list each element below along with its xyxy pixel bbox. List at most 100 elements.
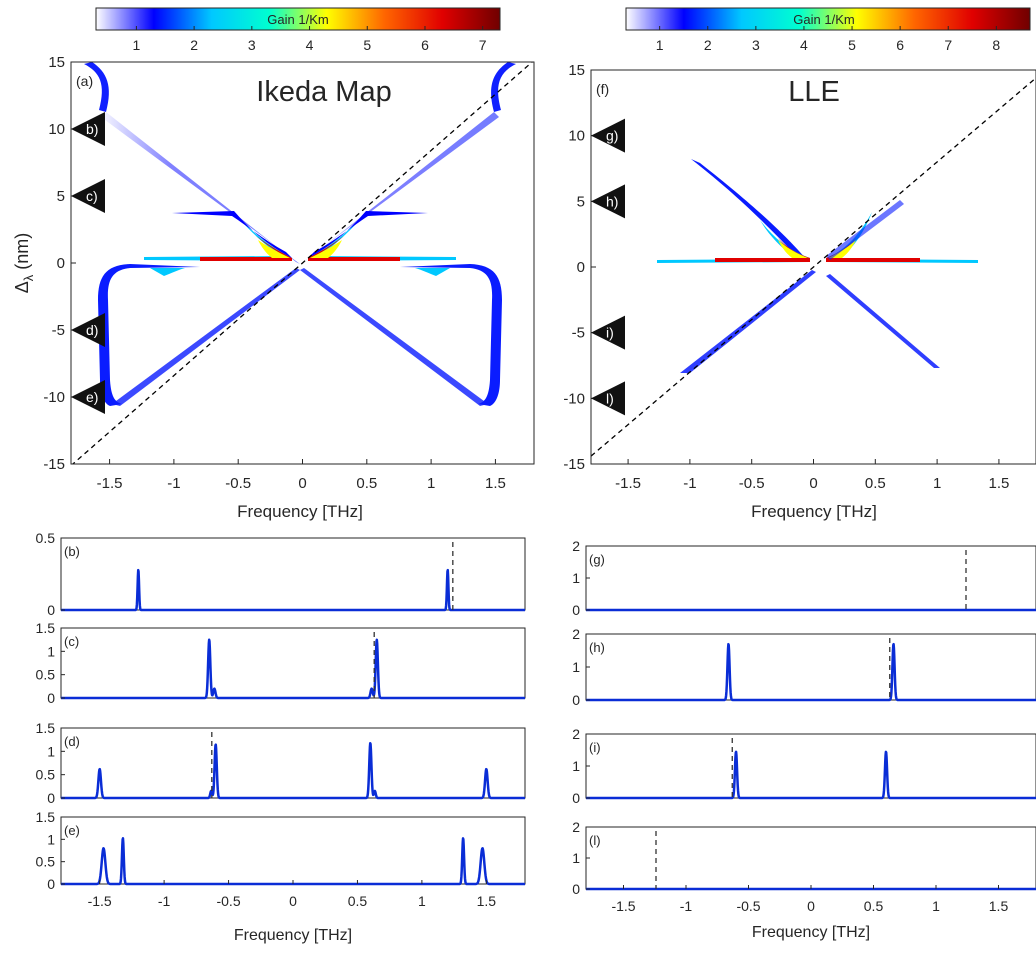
y-tick-label: 0	[577, 259, 585, 276]
x-tick-label: 0	[298, 475, 306, 492]
gain-lobe-right-inner	[308, 236, 400, 261]
heatmap-panel-f: -1.5 -1 -0.5 0 0.5 1 1.5 -15 -10 -5 0 5 10 15 g) h) i) l…	[563, 62, 1036, 521]
chart-title-f: LLE	[788, 76, 840, 108]
x-tick-label: -1.5	[88, 893, 112, 909]
colorbar-tick-label: 8	[992, 37, 1000, 53]
colorbar-right-ticks: 1 2 3 4 5 6 7 8	[656, 26, 1000, 53]
y-tick-label: 2	[572, 538, 580, 554]
y-tick-label: 0	[572, 790, 580, 806]
gain-wing-lower-left	[98, 264, 200, 406]
x-tick-label: -1.5	[97, 475, 123, 492]
x-tick-label: 1	[418, 893, 426, 909]
y-tick-label: 10	[48, 121, 65, 138]
y-tick-label: 0	[47, 602, 55, 618]
x-tick-label: 0.5	[865, 475, 886, 492]
marker-triangle	[591, 118, 625, 153]
x-tick-label: 0.5	[864, 898, 884, 914]
colorbar-tick-label: 5	[848, 37, 856, 53]
spectrum-line	[585, 750, 1036, 800]
marker-triangle	[591, 381, 625, 416]
spectrum-line	[585, 642, 1036, 702]
y-tick-label: 0	[572, 881, 580, 897]
gain-lobe-right-core-f	[828, 240, 856, 258]
gain-lobe-right-core	[310, 240, 342, 258]
spectrum-axes-box	[585, 826, 1036, 890]
x-tick-label: -1	[158, 893, 171, 909]
spectrum-line	[60, 741, 526, 800]
panel-label: (b)	[64, 544, 80, 559]
y-tick-label: -15	[563, 456, 585, 473]
marker-label: i)	[606, 325, 614, 341]
panel-label-a: (a)	[76, 73, 93, 89]
colorbar-left: Gain 1/Km 1 2 3 4 5 6 7	[95, 7, 501, 53]
gain-lobe-lower-left	[150, 268, 185, 276]
spectrum-panel-g: 0 1 2 (g)	[572, 538, 1036, 618]
y-tick-label: 1	[572, 850, 580, 866]
colorbar-tick-label: 6	[421, 37, 429, 53]
colorbar-tick-label: 2	[190, 37, 198, 53]
panel-label: (h)	[589, 640, 605, 655]
x-axis-label: Frequency [THz]	[752, 924, 870, 941]
x-tick-label: -1.5	[615, 475, 641, 492]
y-tick-label: 1.5	[36, 720, 56, 736]
y-tick-label: 0	[47, 690, 55, 706]
y-tick-label: 5	[577, 193, 585, 210]
colorbar-tick-label: 3	[752, 37, 760, 53]
gain-diag-lower-left	[112, 268, 300, 406]
x-tick-label: -0.5	[736, 898, 760, 914]
spectrum-panel-d: 0 0.5 1 1.5 (d)	[36, 720, 526, 806]
x-axis-label-a: Frequency [THz]	[237, 502, 363, 521]
marker-label: d)	[86, 322, 98, 338]
marker-label: c)	[86, 188, 98, 204]
spectrum-panel-e: 0 0.5 1 1.5 (e) -1.5 -1 -0.5 0 0.5 1 1.5 Frequency […	[36, 809, 526, 944]
chart-title-a: Ikeda Map	[256, 76, 391, 108]
spectrum-line	[60, 638, 526, 700]
gain-diag-upper-left-f	[691, 159, 806, 259]
panel-label: (g)	[589, 552, 605, 567]
x-tick-label: -1.5	[611, 898, 635, 914]
spectrum-axes-box	[585, 633, 1036, 701]
gain-lobe-lower-right	[415, 268, 450, 276]
marker-triangle	[71, 380, 105, 414]
x-tick-label: 0	[809, 475, 817, 492]
gain-wing-upper-right	[491, 62, 516, 112]
colorbar-tick-label: 6	[896, 37, 904, 53]
y-tick-label: 15	[568, 62, 585, 79]
colorbar-right-gradient	[625, 7, 1031, 31]
spectrum-line	[60, 568, 526, 612]
dashed-line-a	[71, 62, 534, 464]
y-axis-label-a: Δλ (nm)	[12, 233, 36, 294]
x-tick-label: 1.5	[485, 475, 506, 492]
marker-label: b)	[86, 121, 98, 137]
y-tick-label: 15	[48, 54, 65, 71]
marker-label: l)	[606, 390, 614, 406]
x-tick-label: 0.5	[348, 893, 368, 909]
y-tick-label: -15	[43, 456, 65, 473]
gain-diag-lower-right	[300, 268, 488, 406]
colorbar-tick-label: 2	[704, 37, 712, 53]
x-tick-label: -0.5	[216, 893, 240, 909]
y-tick-label: 1	[572, 758, 580, 774]
markers-a: b) c) d) e)	[71, 112, 105, 414]
y-tick-label: 1	[47, 831, 55, 847]
x-tick-label: -1	[167, 475, 180, 492]
y-tick-label: 0.5	[36, 667, 56, 683]
dashed-line-f	[591, 77, 1036, 457]
x-tick-label: 1.5	[477, 893, 497, 909]
y-tick-label: 1	[47, 643, 55, 659]
spectrum-axes-box	[60, 816, 526, 885]
spectrum-axes-box	[60, 627, 526, 699]
y-tick-label: -10	[43, 389, 65, 406]
gain-diag-lower-right-f	[826, 274, 940, 368]
marker-label: g)	[606, 128, 618, 144]
spectrum-axes-box	[585, 545, 1036, 611]
gain-lobe-right-inner-f	[826, 238, 920, 262]
colorbar-left-label: Gain 1/Km	[267, 12, 328, 27]
colorbar-tick-label: 3	[248, 37, 256, 53]
x-axis-label-f: Frequency [THz]	[751, 502, 877, 521]
panel-label-f: (f)	[596, 81, 609, 97]
y-tick-label: -5	[52, 322, 65, 339]
x-tick-label: 1	[427, 475, 435, 492]
colorbar-tick-label: 4	[306, 37, 314, 53]
